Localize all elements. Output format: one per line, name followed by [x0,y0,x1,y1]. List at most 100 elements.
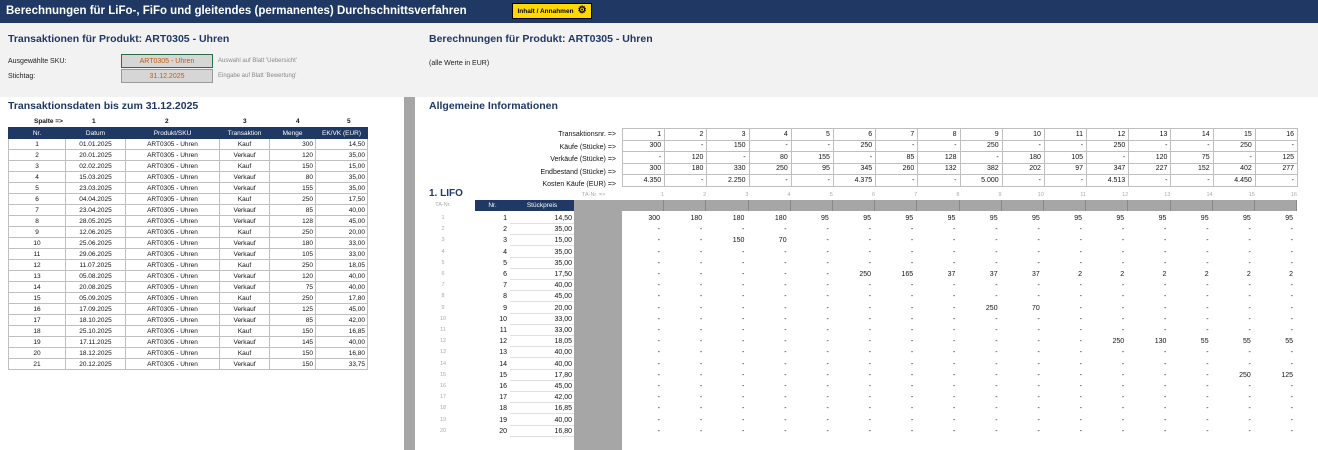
lifo-cell[interactable]: - [868,394,871,402]
info-cell[interactable]: 4.513 [1086,174,1130,187]
table-cell[interactable]: ART0305 - Uhren [125,270,220,282]
lifo-cell[interactable]: - [1290,416,1293,424]
lifo-cell[interactable]: - [1290,226,1293,234]
table-row[interactable]: 11 29.06.2025 ART0305 - Uhren Verkauf 105 33,… [8,248,368,260]
info-cell[interactable]: 10 [1001,128,1045,141]
info-cell[interactable]: 250 [959,139,1003,152]
table-row[interactable]: 17 18.10.2025 ART0305 - Uhren Verkauf 85 42,0… [8,314,368,326]
lifo-cell[interactable]: - [953,371,956,379]
lifo-cell[interactable]: - [1290,293,1293,301]
lifo-cell[interactable]: - [742,360,745,368]
table-cell[interactable]: 300 [269,138,316,150]
lifo-cell[interactable]: - [826,248,829,256]
lifo-cell[interactable]: - [657,304,660,312]
table-cell[interactable]: 29.06.2025 [65,248,126,260]
table-cell[interactable]: 17.11.2025 [65,336,126,348]
lifo-cell[interactable]: - [742,282,745,290]
lifo-cell[interactable]: - [868,360,871,368]
lifo-cell[interactable]: - [826,271,829,278]
table-row[interactable]: 12 11.07.2025 ART0305 - Uhren Kauf 250 18,05 [8,259,368,271]
info-cell[interactable]: - [875,174,919,187]
lifo-cell[interactable]: - [1037,259,1040,267]
info-cell[interactable]: 128 [917,151,961,164]
info-cell[interactable]: 250 [748,162,792,175]
info-cell[interactable]: 180 [1001,151,1045,164]
lifo-cell[interactable]: - [953,259,956,267]
lifo-cell[interactable]: - [910,282,914,290]
table-cell[interactable]: 85 [269,314,316,326]
lifo-cell[interactable]: - [826,371,829,379]
lifo-cell[interactable]: - [1079,226,1082,234]
table-row[interactable]: 5 23.03.2025 ART0305 - Uhren Verkauf 155 35,0… [8,182,368,194]
lifo-cell[interactable]: - [657,248,660,256]
lifo-cell[interactable]: - [826,394,829,402]
lifo-cell[interactable]: - [953,315,956,323]
lifo-cell[interactable]: 250 [985,304,998,312]
table-cell[interactable]: 16,85 [315,325,368,337]
table-cell[interactable]: Kauf [219,160,270,172]
lifo-cell[interactable]: - [1290,259,1293,267]
table-cell[interactable]: 40,00 [315,204,368,216]
lifo-cell[interactable]: - [742,315,745,323]
lifo-cell[interactable]: - [868,416,871,424]
lifo-cell[interactable]: - [995,315,998,323]
lifo-cell[interactable]: - [1121,427,1125,435]
info-cell[interactable]: 150 [706,139,750,152]
lifo-cell[interactable]: 180 [732,215,745,222]
lifo-cell[interactable]: - [1290,383,1293,390]
lifo-cell[interactable]: - [742,293,745,301]
table-row[interactable]: 1 01.01.2025 ART0305 - Uhren Kauf 300 14,50 [8,138,368,150]
table-row[interactable]: 9 12.06.2025 ART0305 - Uhren Kauf 250 20,00 [8,226,368,238]
table-cell[interactable]: 155 [269,182,316,194]
lifo-cell[interactable]: - [826,282,829,290]
date-value-cell[interactable]: 31.12.2025 [121,69,213,83]
info-cell[interactable]: 95 [790,162,834,175]
lifo-cell[interactable]: - [1206,282,1209,290]
table-cell[interactable]: ART0305 - Uhren [125,347,220,359]
info-cell[interactable]: 80 [748,151,792,164]
lifo-cell[interactable]: - [910,427,914,435]
sku-value-cell[interactable]: ART0305 - Uhren [121,54,213,68]
lifo-cell[interactable]: - [1164,360,1167,368]
lifo-cell[interactable]: - [910,360,914,368]
lifo-cell[interactable]: - [1290,248,1293,256]
table-cell[interactable]: 1 [8,138,66,150]
info-cell[interactable]: - [1001,174,1045,187]
lifo-cell[interactable]: - [657,360,660,368]
lifo-cell[interactable]: - [1248,394,1251,402]
lifo-cell[interactable]: - [699,304,703,312]
table-cell[interactable]: Verkauf [219,303,270,315]
lifo-cell[interactable]: - [657,394,660,402]
lifo-cell[interactable]: 95 [1116,215,1125,222]
table-cell[interactable]: ART0305 - Uhren [125,193,220,205]
lifo-cell[interactable]: - [784,327,787,334]
lifo-cell[interactable]: - [784,416,787,424]
table-cell[interactable]: Verkauf [219,358,270,370]
lifo-cell[interactable]: - [910,394,914,402]
lifo-cell[interactable]: - [868,259,871,267]
lifo-cell[interactable]: - [1121,383,1125,390]
lifo-cell[interactable]: - [699,271,703,278]
lifo-cell[interactable]: - [1248,405,1251,413]
table-cell[interactable]: ART0305 - Uhren [125,314,220,326]
info-cell[interactable]: 120 [1128,151,1172,164]
lifo-cell[interactable]: - [1164,371,1167,379]
info-cell[interactable]: 85 [875,151,919,164]
lifo-cell[interactable]: - [995,226,998,234]
table-cell[interactable]: 14 [8,281,66,293]
lifo-cell[interactable]: - [868,282,871,290]
lifo-cell[interactable]: - [953,349,956,357]
lifo-cell[interactable]: - [657,349,660,357]
lifo-cell[interactable]: - [910,371,914,379]
table-cell[interactable]: 150 [269,347,316,359]
lifo-cell[interactable]: - [1164,304,1167,312]
lifo-cell[interactable]: 165 [901,271,914,278]
table-row[interactable]: 20 18.12.2025 ART0305 - Uhren Kauf 150 16,80 [8,347,368,359]
lifo-cell[interactable]: - [868,349,871,357]
info-cell[interactable]: 382 [959,162,1003,175]
info-cell[interactable]: - [790,174,834,187]
lifo-cell[interactable]: - [826,327,829,334]
info-cell[interactable]: - [1001,139,1045,152]
table-cell[interactable]: 18,05 [315,259,368,271]
info-cell[interactable]: - [959,151,1003,164]
